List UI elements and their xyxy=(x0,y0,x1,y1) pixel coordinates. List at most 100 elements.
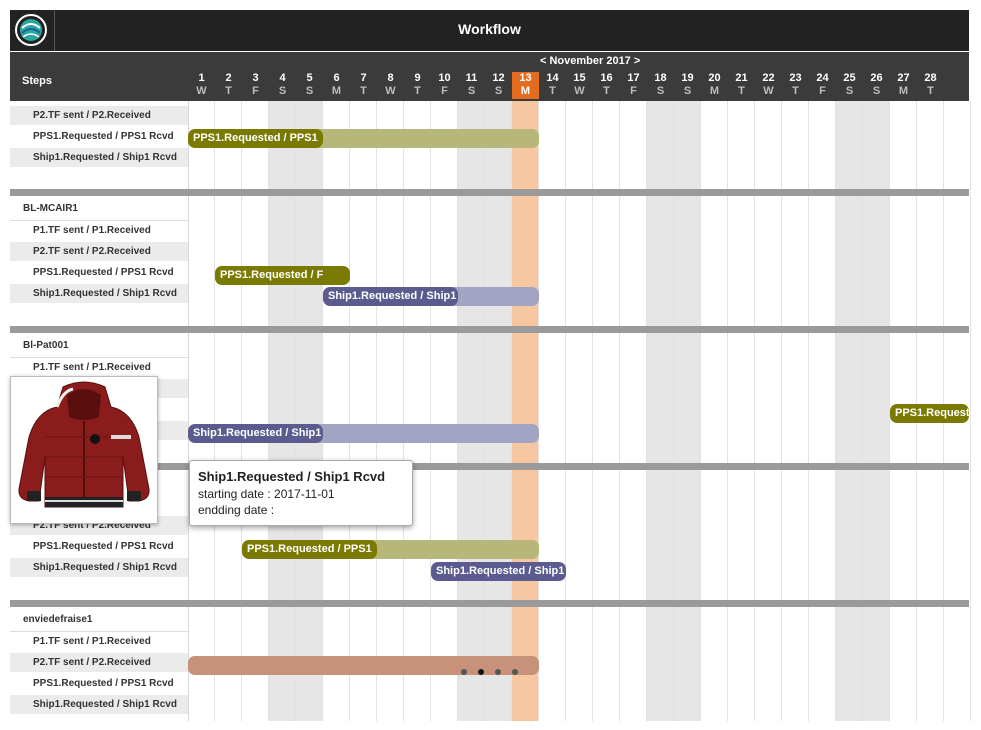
step-label: P1.TF sent / P1.Received xyxy=(33,362,151,373)
day-gridline xyxy=(457,101,458,721)
day-gridline xyxy=(430,101,431,721)
day-number: 24 xyxy=(816,72,829,84)
pager-dot[interactable] xyxy=(478,669,484,675)
day-gridline xyxy=(268,101,269,721)
day-gridline xyxy=(322,101,323,721)
day-number: 27 xyxy=(897,72,910,84)
gantt-bar-label: PPS1.Requested / PPS1 xyxy=(188,129,323,148)
day-gridline xyxy=(808,101,809,721)
step-label: PPS1.Requested / PPS1 Rcvd xyxy=(33,541,174,552)
day-gridline xyxy=(565,101,566,721)
day-header[interactable]: 27 M xyxy=(890,72,917,99)
day-number: 13 xyxy=(519,72,532,84)
step-label: PPS1.Requested / PPS1 Rcvd xyxy=(33,131,174,142)
gantt-bar[interactable]: Ship1.Requested / Ship1 xyxy=(431,562,566,581)
day-gridline xyxy=(484,101,485,721)
day-number: 8 xyxy=(387,72,394,84)
day-number: 22 xyxy=(762,72,775,84)
app-logo-icon[interactable] xyxy=(10,10,55,51)
title-bar: Workflow xyxy=(10,10,969,51)
weekday-letter: M xyxy=(520,85,531,97)
tooltip-title: Ship1.Requested / Ship1 Rcvd xyxy=(198,469,386,484)
day-header[interactable]: 17 F xyxy=(620,72,647,99)
gantt-bar-label: Ship1.Requested / Ship1 xyxy=(431,562,566,581)
day-number: 26 xyxy=(870,72,883,84)
day-gridline xyxy=(349,101,350,721)
weekday-letter: T xyxy=(414,85,421,97)
day-header[interactable]: 13 M xyxy=(512,72,539,99)
gantt-bar[interactable]: Ship1.Requested / Ship1 xyxy=(188,424,539,443)
step-row[interactable]: P2.TF sent / P2.Received xyxy=(10,106,188,125)
day-header[interactable]: 23 T xyxy=(782,72,809,99)
day-header[interactable]: 14 T xyxy=(539,72,566,99)
gantt-bar[interactable]: PPS1.Requested / PPS1 xyxy=(242,540,539,559)
weekday-letter: T xyxy=(738,85,745,97)
day-number: 5 xyxy=(306,72,313,84)
gantt-bar[interactable]: Ship1.Requested / Ship1 xyxy=(323,287,539,306)
group-label: Bl-Pat001 xyxy=(23,340,69,351)
month-navigator[interactable]: < November 2017 > xyxy=(540,55,641,67)
day-header[interactable]: 25 S xyxy=(836,72,863,99)
step-row[interactable]: P1.TF sent / P1.Received xyxy=(10,358,188,377)
step-row[interactable]: Ship1.Requested / Ship1 Rcvd xyxy=(10,695,188,714)
step-row[interactable]: P1.TF sent / P1.Received xyxy=(10,632,188,651)
weekday-letter: W xyxy=(574,85,585,97)
day-gridline xyxy=(754,101,755,721)
tooltip-end-date: endding date : xyxy=(198,503,275,517)
day-header[interactable]: 18 S xyxy=(647,72,674,99)
step-row[interactable]: Ship1.Requested / Ship1 Rcvd xyxy=(10,558,188,577)
step-row[interactable]: PPS1.Requested / PPS1 Rcvd xyxy=(10,263,188,282)
step-row[interactable]: P2.TF sent / P2.Received xyxy=(10,653,188,672)
product-thumbnail xyxy=(10,376,158,524)
day-header[interactable]: 28 T xyxy=(917,72,944,99)
step-row[interactable]: Ship1.Requested / Ship1 Rcvd xyxy=(10,148,188,167)
gantt-bar[interactable]: PPS1.Requested / F xyxy=(215,266,350,285)
weekday-letter: S xyxy=(656,85,665,97)
step-label: PPS1.Requested / PPS1 Rcvd xyxy=(33,267,174,278)
weekday-letter: F xyxy=(252,85,259,97)
step-label: P1.TF sent / P1.Received xyxy=(33,636,151,647)
pager-dot[interactable] xyxy=(461,669,467,675)
pager-dot[interactable] xyxy=(495,669,501,675)
day-header[interactable]: 20 M xyxy=(701,72,728,99)
pager-dot[interactable] xyxy=(512,669,518,675)
weekday-letter: T xyxy=(549,85,556,97)
day-header[interactable]: 11 S xyxy=(458,72,485,99)
day-gridline xyxy=(295,101,296,721)
day-header[interactable]: 24 F xyxy=(809,72,836,99)
step-row[interactable]: PPS1.Requested / PPS1 Rcvd xyxy=(10,127,188,146)
day-header[interactable]: 15 W xyxy=(566,72,593,99)
step-label: Ship1.Requested / Ship1 Rcvd xyxy=(33,152,177,163)
step-row[interactable]: PPS1.Requested / PPS1 Rcvd xyxy=(10,674,188,693)
day-header[interactable]: 10 F xyxy=(431,72,458,99)
day-header[interactable]: 22 W xyxy=(755,72,782,99)
day-header[interactable]: 19 S xyxy=(674,72,701,99)
day-gridline xyxy=(376,101,377,721)
step-row[interactable]: P1.TF sent / P1.Received xyxy=(10,221,188,240)
day-number: 19 xyxy=(681,72,694,84)
day-header[interactable]: 21 T xyxy=(728,72,755,99)
day-number: 4 xyxy=(279,72,286,84)
step-row[interactable]: PPS1.Requested / PPS1 Rcvd xyxy=(10,537,188,556)
day-header[interactable]: 26 S xyxy=(863,72,890,99)
day-gridline xyxy=(835,101,836,721)
gantt-bar[interactable]: PPS1.Requested / PPS1 xyxy=(188,129,539,148)
step-row[interactable]: P2.TF sent / P2.Received xyxy=(10,242,188,261)
step-row[interactable]: Ship1.Requested / Ship1 Rcvd xyxy=(10,284,188,303)
day-number: 1 xyxy=(198,72,205,84)
gantt-bar[interactable] xyxy=(188,656,539,675)
day-gridline xyxy=(781,101,782,721)
day-header[interactable]: 16 T xyxy=(593,72,620,99)
gantt-bar[interactable]: PPS1.Request xyxy=(890,404,969,423)
day-header[interactable]: 12 S xyxy=(485,72,512,99)
